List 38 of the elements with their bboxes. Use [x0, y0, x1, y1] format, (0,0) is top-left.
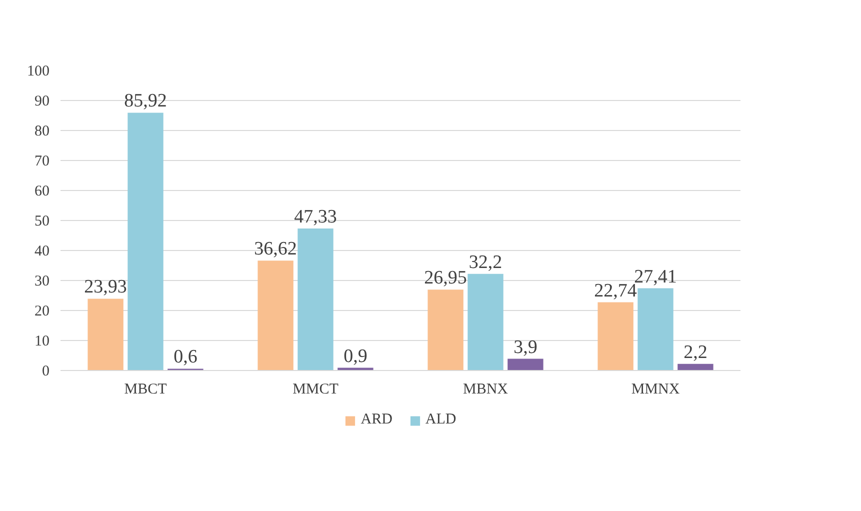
x-tick-label: MMCT: [292, 382, 338, 398]
y-tick-label: 20: [34, 304, 50, 320]
data-label: 23,93: [84, 276, 127, 298]
y-tick-label: 0: [42, 364, 50, 380]
data-label: 0,9: [344, 346, 368, 367]
data-label: 32,2: [468, 252, 502, 273]
y-tick-label: 10: [34, 334, 50, 350]
y-tick-label: 40: [34, 244, 50, 260]
bar: [258, 260, 294, 370]
x-tick-label: MBNX: [462, 382, 508, 398]
x-tick-label: MBCT: [124, 382, 167, 398]
bar: [468, 274, 504, 370]
legend-label: ALD: [425, 412, 456, 428]
bar: [128, 112, 164, 370]
y-tick-label: 70: [34, 154, 50, 170]
legend-label: ARD: [360, 412, 392, 428]
bar: [638, 288, 674, 370]
bar: [508, 358, 544, 370]
bar: [428, 290, 464, 370]
bar: [598, 302, 634, 370]
y-tick-label: 30: [34, 274, 50, 290]
data-label: 26,95: [424, 268, 467, 289]
data-label: 27,41: [634, 266, 677, 288]
y-tick-label: 90: [34, 94, 50, 110]
data-label: 85,92: [124, 90, 167, 112]
data-label: 36,62: [254, 238, 297, 260]
y-tick-label: 50: [34, 214, 50, 230]
y-tick-label: 80: [34, 124, 50, 140]
data-label: 3,9: [514, 336, 538, 358]
y-tick-label: 60: [34, 184, 50, 200]
y-tick-label: 100: [27, 64, 50, 80]
data-label: 47,33: [294, 206, 337, 228]
bar: [298, 228, 334, 370]
data-label: 2,2: [684, 342, 708, 363]
data-label: 0,6: [174, 346, 198, 368]
bar: [678, 364, 714, 370]
bar: [88, 298, 124, 370]
x-tick-label: MMNX: [631, 382, 680, 398]
